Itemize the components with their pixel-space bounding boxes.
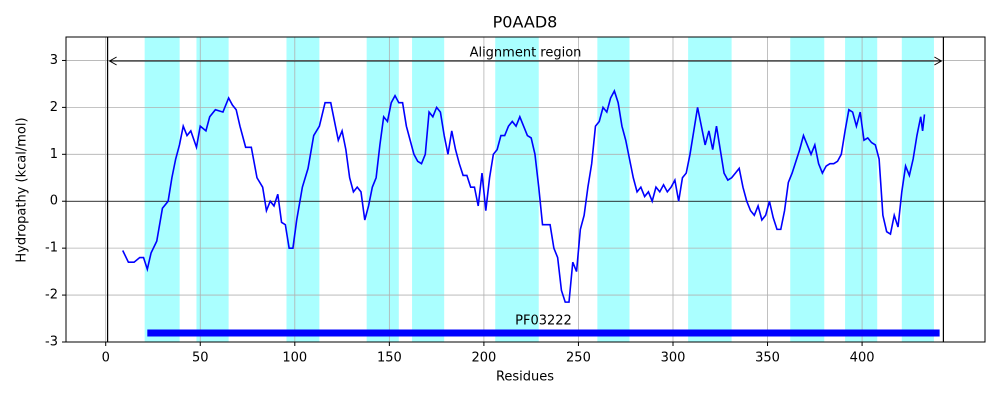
hydropathy-line [122,88,926,303]
x-tick-label: 150 [377,351,402,366]
x-axis-label: Residues [496,370,554,385]
y-tick-label: 1 [50,147,58,162]
y-tick-label: -1 [45,241,58,256]
y-axis-label: Hydropathy (kcal/mol) [15,117,30,262]
plot-frame [65,36,986,343]
domain-bar [147,329,940,337]
tm-band [412,37,445,342]
tm-band [196,37,229,342]
x-tick-label: 300 [661,351,686,366]
tm-band [286,37,320,342]
tm-band [597,37,630,342]
tm-band [790,37,825,342]
y-tick-label: -2 [45,288,58,303]
arrow-head [934,56,943,66]
y-tick-label: 2 [50,100,58,115]
x-tick-label: 100 [282,351,307,366]
x-tick-label: 0 [102,351,110,366]
tm-band [845,37,878,342]
domain-label: PF03222 [515,314,572,329]
tm-band [901,37,934,342]
alignment-label: Alignment region [470,46,582,61]
x-tick-label: 250 [566,351,591,366]
y-tick-label: 3 [50,53,58,68]
tm-band [688,37,732,342]
y-tick-label: 0 [50,194,58,209]
x-tick-label: 350 [755,351,780,366]
tm-band [144,37,180,342]
y-tick-label: -3 [45,335,58,350]
x-tick-label: 400 [850,351,875,366]
arrow-head [108,56,117,66]
x-tick-label: 50 [192,351,209,366]
x-tick-label: 200 [471,351,496,366]
tm-band [495,37,539,342]
chart-title: P0AAD8 [493,13,558,32]
